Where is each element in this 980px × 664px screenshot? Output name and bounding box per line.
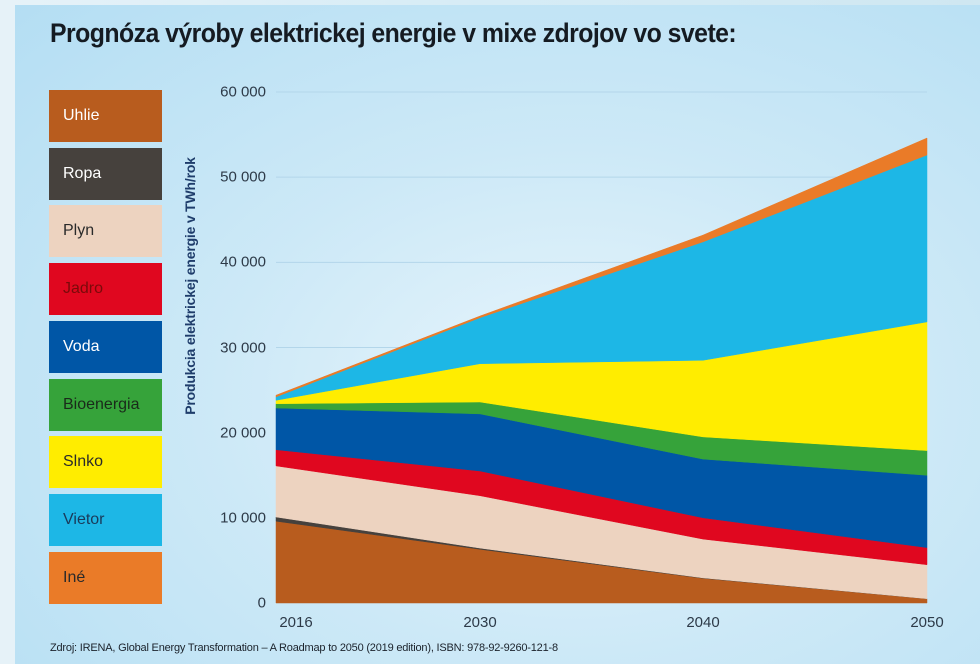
legend-item-iné: Iné <box>49 551 162 604</box>
legend-item-slnko: Slnko <box>49 436 162 489</box>
legend-item-plyn: Plyn <box>49 205 162 258</box>
legend-label: Slnko <box>63 453 104 471</box>
x-tick-label: 2016 <box>279 614 313 631</box>
chart-title: Prognóza výroby elektrickej energie v mi… <box>50 18 737 48</box>
y-tick-label: 40 000 <box>220 253 266 271</box>
legend-label: Iné <box>63 568 86 586</box>
legend-item-bioenergia: Bioenergia <box>49 378 162 431</box>
y-tick-label: 60 000 <box>220 83 266 101</box>
y-tick-label: 30 000 <box>220 339 266 356</box>
legend-label: Ropa <box>63 164 102 182</box>
y-tick-label: 0 <box>257 594 266 612</box>
legend-label: Voda <box>63 337 100 355</box>
x-tick-label: 2050 <box>910 614 944 631</box>
legend-item-jadro: Jadro <box>49 263 162 316</box>
x-tick-label: 2030 <box>463 614 497 631</box>
legend-item-uhlie: Uhlie <box>49 90 162 142</box>
y-tick-label: 50 000 <box>220 168 266 186</box>
legend-item-voda: Voda <box>49 320 162 373</box>
x-tick-label: 2040 <box>686 614 720 631</box>
area-iné <box>275 137 928 398</box>
legend-label: Jadro <box>63 280 104 298</box>
y-tick-label: 10 000 <box>220 509 266 527</box>
legend-label: Bioenergia <box>63 395 140 413</box>
legend-item-vietor: Vietor <box>49 493 162 546</box>
legend-item-ropa: Ropa <box>49 147 162 200</box>
legend-label: Uhlie <box>63 107 100 124</box>
legend-label: Plyn <box>63 222 95 240</box>
y-tick-label: 20 000 <box>220 424 266 442</box>
source-note: Zdroj: IRENA, Global Energy Transformati… <box>50 642 558 654</box>
legend-label: Vietor <box>63 510 105 528</box>
